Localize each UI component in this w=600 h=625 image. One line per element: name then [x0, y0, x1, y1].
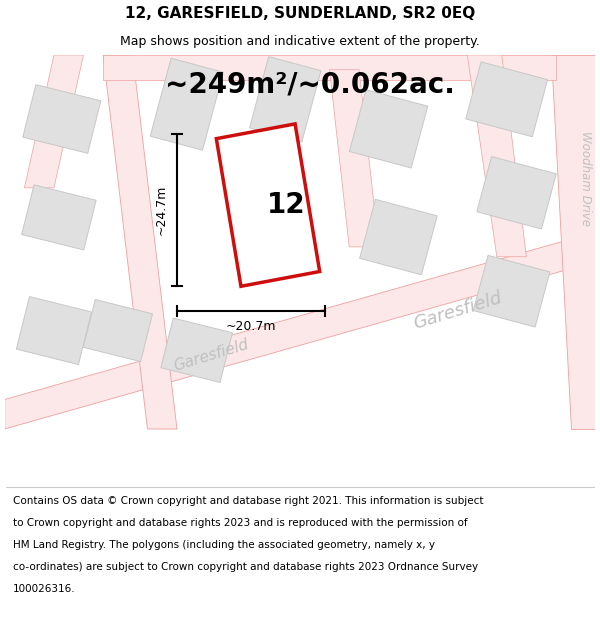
Text: Contains OS data © Crown copyright and database right 2021. This information is : Contains OS data © Crown copyright and d…: [13, 496, 484, 506]
Polygon shape: [150, 58, 223, 150]
Polygon shape: [16, 297, 92, 364]
Polygon shape: [161, 318, 232, 382]
Polygon shape: [103, 55, 177, 429]
Polygon shape: [25, 55, 83, 188]
Text: 12, GARESFIELD, SUNDERLAND, SR2 0EQ: 12, GARESFIELD, SUNDERLAND, SR2 0EQ: [125, 6, 475, 21]
Text: co-ordinates) are subject to Crown copyright and database rights 2023 Ordnance S: co-ordinates) are subject to Crown copyr…: [13, 562, 478, 572]
Polygon shape: [103, 55, 556, 79]
Text: ~20.7m: ~20.7m: [226, 320, 276, 333]
Text: 12: 12: [266, 191, 305, 219]
Polygon shape: [349, 89, 428, 168]
Text: 100026316.: 100026316.: [13, 584, 76, 594]
Text: Garesfield: Garesfield: [411, 289, 504, 333]
Polygon shape: [329, 70, 379, 247]
Text: ~24.7m: ~24.7m: [155, 185, 168, 235]
Polygon shape: [466, 62, 548, 137]
Polygon shape: [23, 84, 101, 153]
Polygon shape: [5, 232, 595, 429]
Polygon shape: [359, 199, 437, 275]
Polygon shape: [217, 124, 320, 286]
Polygon shape: [467, 55, 526, 257]
Text: to Crown copyright and database rights 2023 and is reproduced with the permissio: to Crown copyright and database rights 2…: [13, 518, 468, 528]
Polygon shape: [250, 57, 321, 142]
Polygon shape: [473, 256, 550, 327]
Text: Woodham Drive: Woodham Drive: [579, 131, 592, 226]
Polygon shape: [83, 299, 152, 362]
Text: Garesfield: Garesfield: [172, 337, 251, 374]
Polygon shape: [22, 185, 96, 250]
Text: ~249m²/~0.062ac.: ~249m²/~0.062ac.: [165, 71, 455, 99]
Text: Map shows position and indicative extent of the property.: Map shows position and indicative extent…: [120, 35, 480, 48]
Polygon shape: [477, 156, 556, 229]
Text: HM Land Registry. The polygons (including the associated geometry, namely x, y: HM Land Registry. The polygons (includin…: [13, 540, 435, 550]
Polygon shape: [551, 55, 595, 429]
